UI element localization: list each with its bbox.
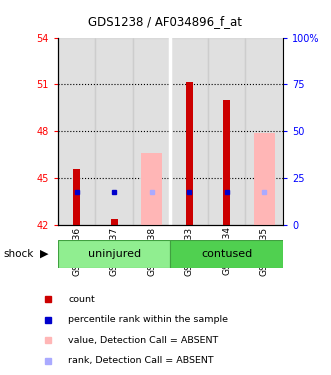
- Bar: [246, 38, 283, 225]
- Bar: [58, 240, 170, 268]
- Bar: [223, 100, 230, 225]
- Text: uninjured: uninjured: [88, 249, 141, 259]
- Bar: [170, 38, 208, 225]
- Text: value, Detection Call = ABSENT: value, Detection Call = ABSENT: [68, 336, 218, 345]
- Bar: [186, 82, 193, 225]
- Text: ▶: ▶: [40, 249, 49, 259]
- Bar: [73, 169, 80, 225]
- Bar: [141, 153, 162, 225]
- Bar: [254, 133, 274, 225]
- Text: contused: contused: [201, 249, 252, 259]
- Bar: [133, 38, 170, 225]
- Text: rank, Detection Call = ABSENT: rank, Detection Call = ABSENT: [68, 356, 214, 365]
- Bar: [208, 38, 246, 225]
- Text: GDS1238 / AF034896_f_at: GDS1238 / AF034896_f_at: [88, 15, 243, 28]
- Bar: [170, 240, 283, 268]
- Text: percentile rank within the sample: percentile rank within the sample: [68, 315, 228, 324]
- Bar: [58, 38, 95, 225]
- Bar: [111, 219, 118, 225]
- Bar: [95, 38, 133, 225]
- Text: count: count: [68, 295, 95, 304]
- Text: shock: shock: [3, 249, 34, 259]
